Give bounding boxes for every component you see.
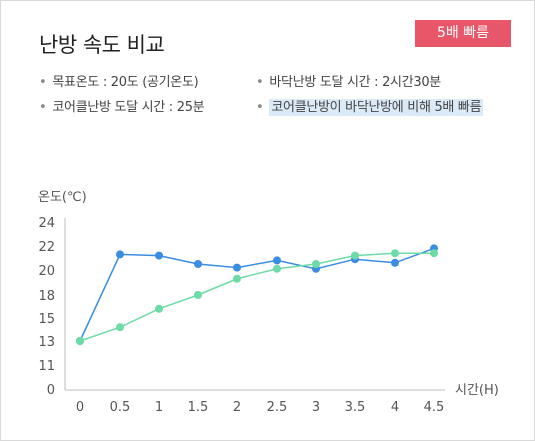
bullet-icon: • — [256, 100, 264, 115]
x-tick-label: 4.5 — [424, 400, 445, 415]
page-title: 난방 속도 비교 — [39, 33, 165, 57]
note-target-temp: • 목표온도 : 20도 (공기온도) — [39, 75, 199, 90]
series-2-point — [194, 291, 202, 299]
note-comparison-highlight: • 코어클난방이 바닥난방에 비해 5배 빠름 — [256, 99, 484, 116]
y-tick-label: 24 — [38, 216, 55, 231]
x-tick-labels: 0 0.5 1 1.5 2 2.5 3 3.5 4 4.5 — [76, 400, 444, 415]
series-2-line — [79, 252, 434, 342]
series-1-point — [155, 251, 163, 260]
y-tick-label: 13 — [38, 335, 55, 350]
series-1-point — [194, 260, 202, 268]
x-axis-label: 시간(H) — [455, 383, 499, 398]
series-2-point — [233, 274, 241, 283]
y-tick-label: 15 — [38, 312, 55, 327]
bullet-icon: • — [256, 75, 264, 90]
x-tick-label: 2 — [233, 400, 241, 415]
series-2-point — [116, 323, 124, 332]
series-2-point — [76, 337, 84, 345]
y-tick-label: 18 — [38, 289, 55, 304]
x-tick-label: 3 — [312, 400, 320, 415]
x-tick-label: 0.5 — [110, 400, 131, 415]
y-axis-label: 온도(℃) — [38, 190, 87, 205]
x-tick-label: 3.5 — [345, 400, 366, 415]
y-tick-label: 11 — [38, 359, 55, 374]
note-floor-heating-time: • 바닥난방 도달 시간 : 2시간30분 — [256, 75, 441, 90]
series-2-point — [351, 251, 359, 260]
bullet-icon: • — [39, 75, 47, 90]
speed-badge: 5배 빠름 — [415, 20, 511, 47]
bullet-icon: • — [39, 100, 47, 115]
series-layer — [76, 244, 438, 345]
x-tick-label: 2.5 — [267, 400, 288, 415]
y-tick-label: 20 — [38, 264, 55, 279]
series-2-point — [391, 249, 399, 258]
series-2-point — [273, 264, 281, 273]
x-tick-label: 4 — [391, 400, 399, 415]
x-tick-label: 0 — [76, 400, 84, 415]
y-tick-labels: 0 11 13 15 18 20 22 24 — [38, 216, 55, 398]
series-2-point — [312, 260, 320, 268]
x-tick-label: 1.5 — [188, 400, 209, 415]
series-1-point — [116, 250, 124, 259]
series-1-point — [273, 256, 281, 265]
series-2-point — [430, 249, 438, 258]
y-tick-label: 22 — [38, 240, 55, 255]
x-tick-label: 1 — [155, 400, 163, 415]
series-1-point — [391, 258, 399, 267]
series-1-point — [233, 263, 241, 272]
note-coreclean-time: • 코어클난방 도달 시간 : 25분 — [39, 100, 205, 115]
y-tick-label: 0 — [47, 383, 55, 398]
series-1-line — [79, 247, 435, 342]
series-2-point — [155, 304, 163, 313]
